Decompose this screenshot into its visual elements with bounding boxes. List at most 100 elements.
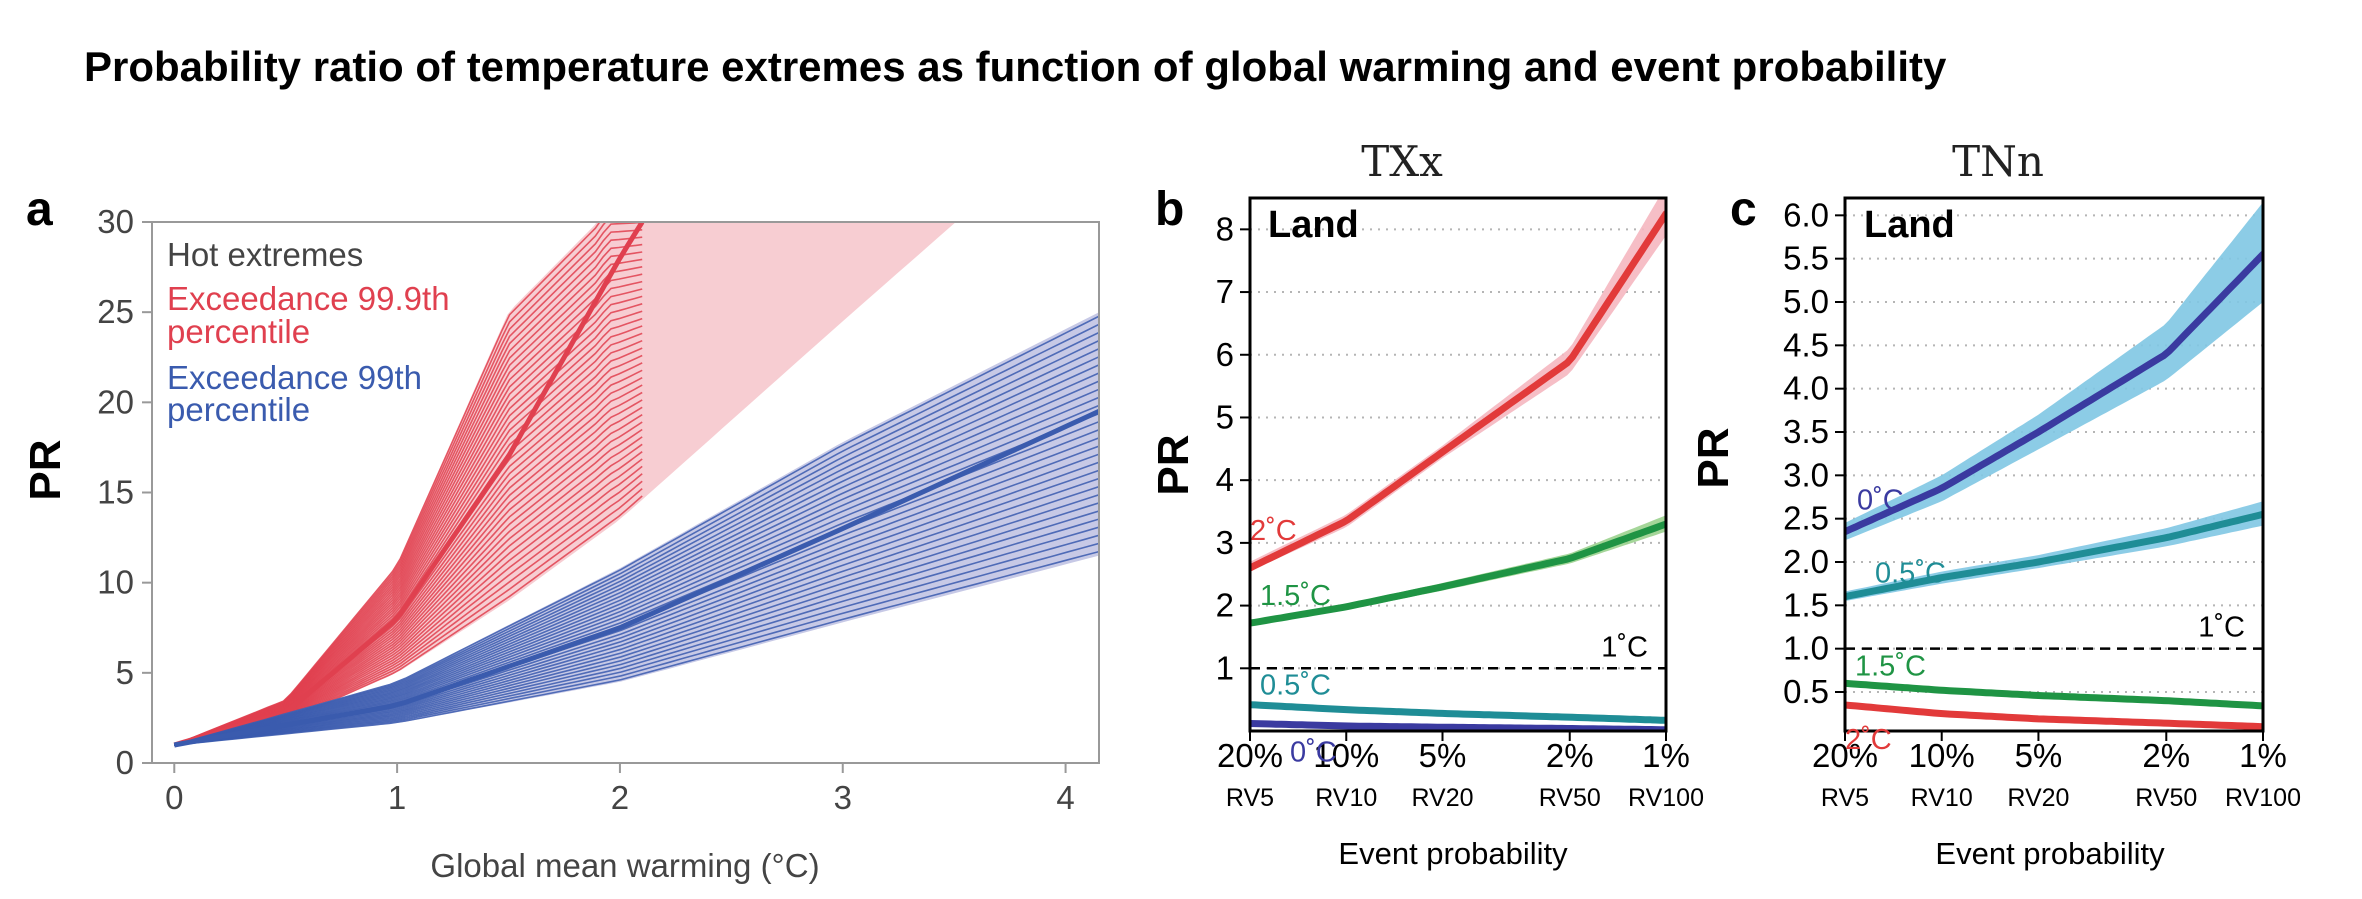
y-axis-label-c: PR [1689, 427, 1738, 488]
tick-label-c-y: 4.5 [1783, 326, 1829, 363]
ensemble-line-a-1 [174, 356, 1099, 746]
ensemble-line-a-1 [174, 323, 1099, 746]
panel-label-a: a [26, 183, 53, 236]
tick-label-c-y: 6.0 [1783, 196, 1829, 233]
ensemble-line-a-1 [174, 550, 1099, 746]
reference-label-c: 1˚C [2198, 612, 2245, 644]
tick-label-c-y: 2.0 [1783, 543, 1829, 580]
series-line-b-3 [1250, 720, 1666, 731]
tick-label-c-y: 1.5 [1783, 586, 1829, 623]
tick-label-c-y: 2.5 [1783, 500, 1829, 537]
tick-sublabel-c-x: RV20 [2007, 784, 2069, 812]
legend-blue-line2: percentile [167, 391, 310, 428]
panel-label-c: c [1730, 183, 1757, 236]
curve-labels-b: 2˚C 1.5˚C 0.5˚C 0˚C 1˚C [1250, 515, 1648, 769]
figure-title: Probability ratio of temperature extreme… [84, 43, 1947, 90]
y-ticks-c: 0.5 1.0 1.5 2.0 2.5 3.0 3.5 4.0 4.5 5.0 5.5 6.0 [1783, 196, 1845, 710]
curve-label-b-3: 0˚C [1290, 736, 1337, 768]
tick-label-b-x: 2% [1546, 737, 1594, 774]
plot-area-c [1845, 202, 2263, 731]
legend-red-line1: Exceedance 99.9th [167, 280, 450, 317]
ensemble-line-a-1 [174, 372, 1099, 746]
series-line-c-1 [1845, 510, 2263, 601]
mean-line-a-0 [173, 222, 645, 748]
tick-sublabel-c-x: RV50 [2135, 784, 2197, 812]
tick-label-c-y: 5.5 [1783, 240, 1829, 277]
tick-label-b-y: 7 [1216, 273, 1234, 310]
tick-label-c-y: 1.0 [1783, 630, 1829, 667]
ensemble-line-a-1 [174, 485, 1099, 746]
legend-blue-line1: Exceedance 99th [167, 359, 422, 396]
tick-label-a-y: 15 [97, 474, 134, 511]
tick-label-c-y: 0.5 [1783, 673, 1829, 710]
frame-c [1843, 196, 2265, 733]
tick-label-a-y: 20 [97, 383, 134, 420]
ensemble-line-a-1 [174, 339, 1099, 746]
tick-label-b-x: 10% [1313, 737, 1379, 774]
tick-label-b-y: 8 [1216, 210, 1234, 247]
x-axis-label-a: Global mean warming (°C) [430, 847, 819, 884]
ensemble-line-a-1 [174, 510, 1099, 746]
curve-label-c-3: 2˚C [1845, 724, 1892, 756]
ensemble-line-a-0 [173, 222, 601, 746]
tick-label-c-x: 2% [2142, 737, 2190, 774]
series-line-c-2 [1845, 679, 2263, 710]
tick-label-c-y: 3.5 [1783, 413, 1829, 450]
tick-label-b-y: 4 [1216, 461, 1234, 498]
tick-label-b-y: 3 [1216, 524, 1234, 561]
tick-label-b-x: 5% [1419, 737, 1467, 774]
tick-label-a-y: 10 [97, 564, 134, 601]
tick-label-a-x: 3 [834, 779, 852, 816]
tick-label-a-x: 2 [611, 779, 629, 816]
ensemble-line-a-1 [174, 347, 1099, 746]
tick-label-c-y: 4.0 [1783, 370, 1829, 407]
x-axis-label-b: Event probability [1338, 836, 1568, 871]
y-axis-label-a: PR [21, 439, 70, 500]
tick-label-b-x: 1% [1642, 737, 1690, 774]
ensemble-line-a-1 [174, 364, 1099, 746]
legend-red-line2: percentile [167, 313, 310, 350]
tick-sublabel-c-x: RV10 [1911, 784, 1973, 812]
tick-label-a-x: 0 [165, 779, 183, 816]
curve-label-b-1: 1.5˚C [1260, 580, 1331, 612]
tick-sublabel-c-x: RV5 [1821, 784, 1869, 812]
ensemble-line-a-1 [174, 315, 1099, 746]
tick-label-b-y: 6 [1216, 336, 1234, 373]
y-ticks-b: 1 2 3 4 5 6 7 8 [1216, 210, 1250, 686]
panel-label-b: b [1155, 183, 1184, 236]
y-ticks-a: 0 5 10 15 20 25 30 [97, 203, 152, 781]
ensemble-line-a-1 [174, 502, 1099, 746]
tick-label-c-y: 3.0 [1783, 456, 1829, 493]
series-line-b-0 [1250, 210, 1666, 572]
y-axis-label-b: PR [1149, 434, 1198, 495]
tick-label-c-x: 5% [2015, 737, 2063, 774]
ensemble-line-a-1 [174, 396, 1099, 746]
panel-c: c TNn Land 0.5 1.0 1.5 2.0 2.5 3.0 3.5 4.0 4.5 5.… [1689, 137, 2301, 871]
series-line-b-1 [1250, 520, 1666, 627]
tick-label-a-x: 1 [388, 779, 406, 816]
x-ticks-c: 20% RV5 10% RV10 5% RV20 2% RV50 1% RV100 [1812, 731, 2301, 812]
ensemble-line-a-1 [174, 412, 1099, 746]
tick-label-a-x: 4 [1056, 779, 1074, 816]
curve-label-c-2: 1.5˚C [1855, 650, 1926, 682]
panel-a: a Hot extremes Exceedance 99.9th percent… [21, 183, 1100, 884]
ensemble-line-a-1 [174, 526, 1099, 746]
tick-label-b-y: 5 [1216, 398, 1234, 435]
curve-label-b-2: 0.5˚C [1260, 670, 1331, 702]
tick-label-a-y: 30 [97, 203, 134, 240]
inset-label-b: Land [1268, 204, 1359, 246]
panel-header-c: TNn [1952, 137, 2044, 186]
series-line-c-0 [1845, 250, 2263, 536]
ensemble-line-a-1 [174, 518, 1099, 746]
band-c-0 [1845, 202, 2263, 541]
x-ticks-b: 20% RV5 10% RV10 5% RV20 2% RV50 1% RV100 [1217, 731, 1704, 812]
legend-title-a: Hot extremes [167, 236, 363, 273]
tick-label-c-x: 1% [2239, 737, 2287, 774]
tick-label-b-y: 1 [1216, 649, 1234, 686]
tick-sublabel-b-x: RV5 [1226, 784, 1274, 812]
series-line-b-2 [1250, 701, 1666, 724]
tick-label-b-y: 2 [1216, 587, 1234, 624]
curve-label-c-1: 0.5˚C [1875, 558, 1946, 590]
